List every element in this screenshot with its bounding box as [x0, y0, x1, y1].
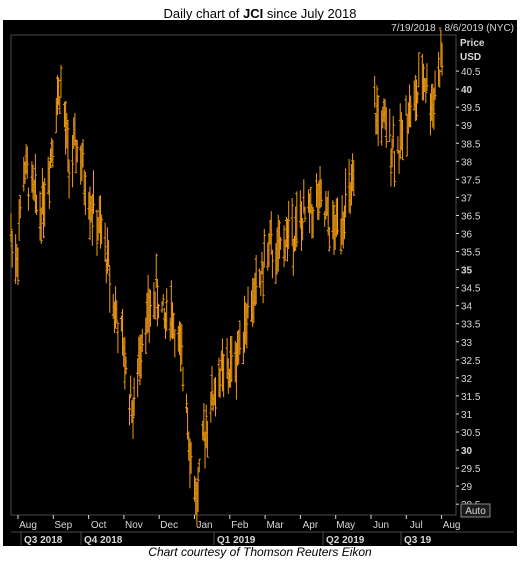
x-month-label: Apr: [303, 520, 319, 531]
y-tick-label: 35: [461, 266, 473, 277]
x-quarter-label: Q4 2018: [84, 535, 123, 546]
x-month-label: Nov: [125, 520, 143, 531]
y-tick-label: 37: [461, 193, 473, 204]
y-tick-label: 34: [461, 302, 473, 313]
y-tick-label: 36: [461, 229, 473, 240]
y-tick-label: 38.5: [461, 139, 481, 150]
y-tick-label: 39.5: [461, 103, 481, 114]
plot-border: [10, 34, 457, 516]
x-month-label: Aug: [443, 520, 461, 531]
x-quarter-label: Q1 2019: [217, 535, 256, 546]
x-month-label: May: [336, 520, 355, 531]
x-month-label: Dec: [160, 520, 178, 531]
y-tick-label: 40: [461, 85, 473, 96]
price-axis-label: Price: [460, 38, 485, 49]
y-tick-label: 35.5: [461, 248, 481, 259]
y-tick-label: 31.5: [461, 392, 481, 403]
chart-title: Daily chart of JCI since July 2018: [163, 6, 357, 21]
y-tick-label: 37.5: [461, 175, 481, 186]
y-tick-label: 39: [461, 121, 473, 132]
x-month-label: Feb: [231, 520, 249, 531]
y-tick-label: 31: [461, 410, 473, 421]
x-month-label: Jan: [196, 520, 212, 531]
y-tick-label: 33: [461, 338, 473, 349]
x-quarter-label: Q3 19: [404, 535, 432, 546]
y-tick-label: 32: [461, 374, 473, 385]
y-tick-label: 29: [461, 482, 473, 493]
y-tick-label: 34.5: [461, 284, 481, 295]
auto-button: [460, 503, 491, 518]
x-month-label: Mar: [266, 520, 284, 531]
y-tick-label: 40.5: [461, 67, 481, 78]
y-tick-label: 38: [461, 157, 473, 168]
auto-button-label: Auto: [465, 506, 486, 517]
x-month-label: Aug: [19, 520, 37, 531]
x-quarter-label: Q2 2019: [326, 535, 365, 546]
currency-axis-label: USD: [460, 52, 481, 63]
y-tick-label: 29.5: [461, 464, 481, 475]
date-range-label: 7/19/2018 - 8/6/2019 (NYC): [391, 23, 514, 34]
chart-caption: Chart courtesy of Thomson Reuters Eikon: [148, 545, 372, 559]
x-month-label: Jun: [373, 520, 389, 531]
y-tick-label: 30.5: [461, 428, 481, 439]
y-tick-label: 33.5: [461, 320, 481, 331]
x-month-label: Sep: [54, 520, 72, 531]
x-month-label: Oct: [91, 520, 107, 531]
x-month-label: Jul: [410, 520, 423, 531]
y-tick-label: 36.5: [461, 211, 481, 222]
x-quarter-label: Q3 2018: [24, 535, 63, 546]
y-tick-label: 32.5: [461, 356, 481, 367]
y-tick-label: 30: [461, 446, 473, 457]
